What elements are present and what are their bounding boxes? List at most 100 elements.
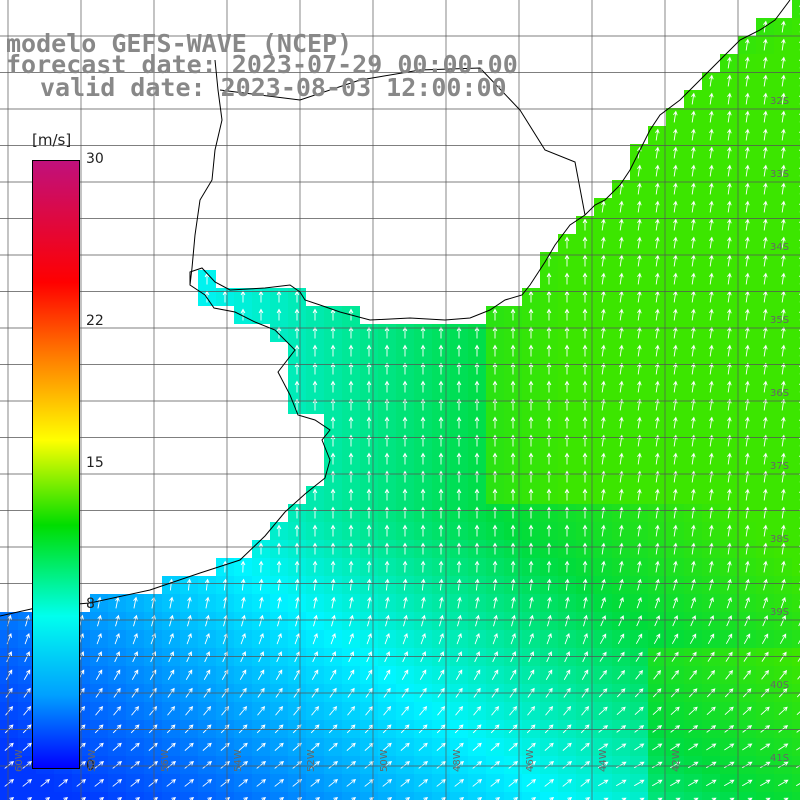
wind-arrow — [383, 706, 392, 716]
wind-arrow — [420, 542, 426, 555]
wind-arrow — [582, 308, 588, 321]
wind-arrow — [727, 326, 732, 339]
wind-arrow — [348, 651, 355, 663]
wind-arrow — [670, 743, 681, 751]
wind-arrow — [348, 560, 354, 573]
wind-arrow — [709, 344, 714, 357]
wind-arrow — [580, 778, 591, 787]
wind-arrow — [761, 651, 769, 662]
wind-arrow — [204, 578, 210, 591]
wind-arrow — [601, 524, 606, 537]
wind-arrow — [367, 596, 372, 609]
wind-arrow — [706, 706, 716, 716]
wind-arrow — [637, 218, 642, 231]
wind-arrow — [601, 326, 606, 339]
wind-arrow — [637, 398, 642, 411]
wind-arrow — [330, 651, 337, 663]
wind-arrow — [472, 760, 483, 769]
wind-cell — [792, 648, 800, 666]
wind-arrow — [635, 633, 643, 645]
wind-arrow — [655, 164, 660, 177]
wind-arrow — [796, 729, 800, 733]
wind-arrow — [528, 542, 534, 555]
wind-arrow — [797, 675, 800, 680]
wind-arrow — [169, 596, 174, 609]
wind-arrow — [600, 596, 606, 609]
wind-arrow — [546, 344, 552, 357]
wind-arrow — [672, 596, 678, 609]
wind-arrow — [727, 128, 732, 141]
wind-arrow — [187, 596, 192, 609]
wind-arrow — [760, 743, 771, 751]
wind-arrow — [691, 542, 696, 555]
wind-arrow — [24, 632, 30, 645]
wind-arrow — [132, 651, 139, 663]
wind-arrow — [295, 614, 300, 627]
wind-arrow — [331, 614, 336, 627]
wind-arrow — [366, 452, 372, 465]
wind-arrow — [528, 560, 534, 573]
wind-cell — [36, 792, 54, 800]
wind-arrow — [673, 488, 678, 501]
wind-arrow — [220, 742, 230, 751]
wind-arrow — [654, 615, 661, 627]
wind-arrow — [495, 796, 501, 800]
latitude-label: 32S — [770, 96, 790, 107]
wind-arrow — [655, 272, 660, 285]
wind-arrow — [474, 362, 480, 375]
wind-arrow — [745, 308, 750, 321]
wind-arrow — [294, 651, 301, 663]
wind-arrow — [601, 344, 606, 357]
wind-arrow — [294, 326, 300, 339]
wind-cell — [792, 450, 800, 468]
wind-arrow — [796, 711, 800, 716]
river-line — [189, 59, 223, 286]
wind-arrow — [796, 783, 800, 787]
colorbar-unit: [m/s] — [32, 131, 72, 149]
wind-arrow — [743, 669, 752, 680]
wind-arrow — [763, 56, 768, 69]
wind-arrow — [619, 254, 624, 267]
wind-arrow — [402, 362, 408, 375]
wind-arrow — [745, 578, 750, 591]
wind-arrow — [637, 326, 642, 339]
wind-arrow — [763, 182, 768, 195]
wind-arrow — [657, 797, 663, 800]
wind-arrow — [688, 743, 699, 751]
wind-arrow — [711, 797, 717, 800]
wind-arrow — [582, 542, 588, 555]
wind-arrow — [617, 633, 625, 645]
wind-arrow — [477, 796, 483, 800]
wind-arrow — [691, 200, 696, 213]
wind-arrow — [654, 596, 660, 609]
wind-cell — [792, 504, 800, 522]
wind-arrow — [402, 488, 408, 501]
wind-arrow — [745, 200, 750, 213]
wind-arrow — [95, 669, 103, 680]
wind-arrow — [203, 706, 212, 716]
wind-arrow — [688, 779, 699, 787]
wind-arrow — [313, 614, 318, 627]
wind-arrow — [330, 344, 336, 357]
wind-arrow — [294, 506, 300, 519]
wind-arrow — [436, 742, 446, 751]
wind-cell — [756, 792, 774, 800]
wind-arrow — [328, 760, 339, 769]
wind-arrow — [456, 344, 462, 357]
wind-arrow — [274, 742, 284, 751]
wind-arrow — [617, 669, 626, 680]
wind-cell — [612, 792, 630, 800]
wind-arrow — [257, 669, 265, 680]
wind-arrow — [63, 796, 69, 800]
wind-arrow — [419, 669, 427, 680]
wind-arrow — [439, 596, 444, 609]
wind-arrow — [781, 254, 786, 267]
wind-arrow — [4, 778, 15, 787]
wind-arrow — [564, 380, 570, 393]
wind-arrow — [490, 724, 500, 734]
wind-arrow — [184, 724, 194, 734]
wind-arrow — [619, 488, 624, 501]
wind-arrow — [762, 596, 768, 609]
wind-cell — [792, 90, 800, 108]
